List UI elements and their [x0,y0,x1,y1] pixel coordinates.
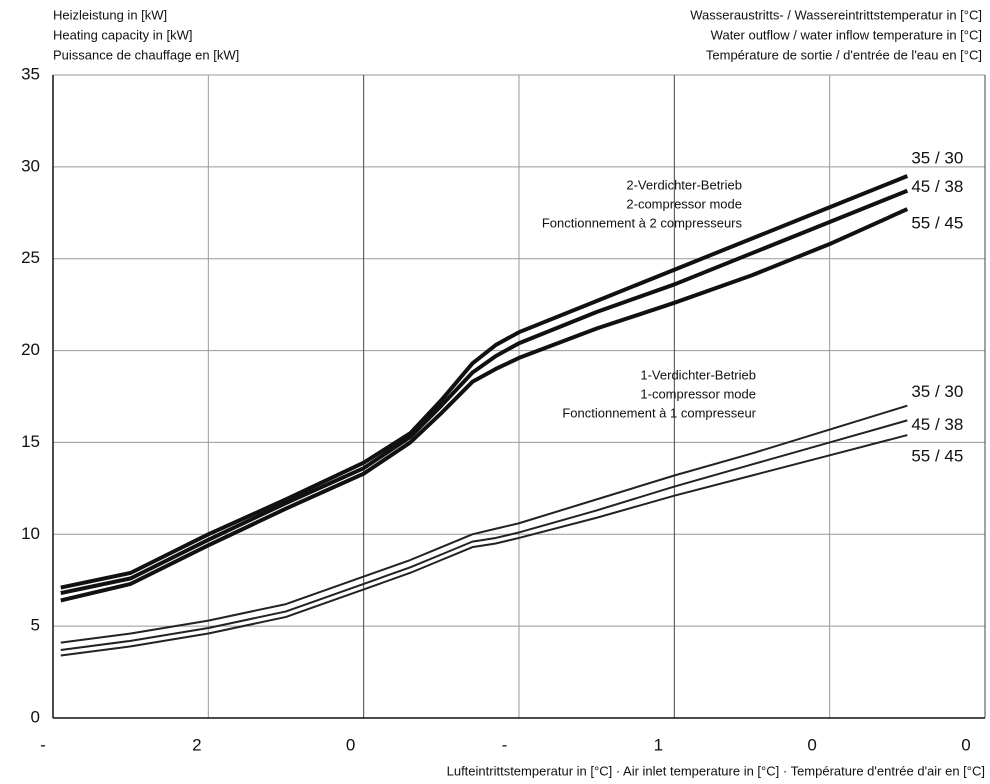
series-label: 45 / 38 [911,177,963,196]
x-tick-label: 0 [346,735,355,754]
legend-title: Température de sortie / d'entrée de l'ea… [706,47,982,62]
y-tick-label: 30 [21,156,40,175]
y-tick-label: 20 [21,340,40,359]
x-tick-label: 0 [807,735,816,754]
annotation: 2-Verdichter-Betrieb [626,177,742,192]
annotation: 2-compressor mode [626,196,742,211]
series-line [60,404,908,644]
legend-title: Water outflow / water inflow temperature… [711,27,982,42]
x-tick-label: 1 [654,735,663,754]
x-tick-label: - [40,735,46,754]
annotation: Fonctionnement à 2 compresseurs [542,215,743,230]
series-label: 55 / 45 [911,214,963,233]
series-label: 55 / 45 [911,447,963,466]
annotation: 1-compressor mode [640,386,756,401]
y-axis-title: Heating capacity in [kW] [53,27,192,42]
x-tick-label: 0 [961,735,970,754]
x-tick-label: 2 [192,735,201,754]
series-label: 35 / 30 [911,149,963,168]
series-line [60,207,909,603]
series-line [60,419,908,652]
y-tick-label: 10 [21,524,40,543]
annotation: 1-Verdichter-Betrieb [640,367,756,382]
series-label: 35 / 30 [911,382,963,401]
annotation: Fonctionnement à 1 compresseur [562,405,756,420]
y-axis-title: Heizleistung in [kW] [53,7,167,22]
series-line [60,434,908,657]
y-tick-label: 35 [21,64,40,83]
y-tick-label: 25 [21,248,40,267]
x-axis-title: Lufteintrittstemperatur in [°C] · Air in… [447,763,985,778]
y-tick-label: 15 [21,432,40,451]
series-line [60,174,909,590]
y-tick-label: 5 [31,616,40,635]
x-tick-label: - [502,735,508,754]
series-line [60,188,909,596]
series-label: 45 / 38 [911,415,963,434]
legend-title: Wasseraustritts- / Wassereintrittstemper… [690,7,982,22]
y-axis-title: Puissance de chauffage en [kW] [53,47,239,62]
y-tick-label: 0 [31,707,40,726]
